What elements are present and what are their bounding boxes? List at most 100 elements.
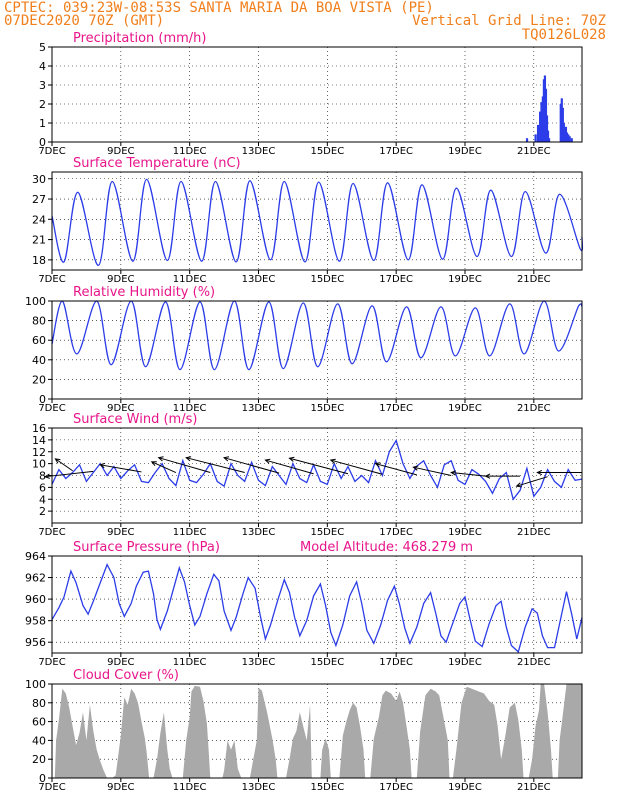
cloud-frame xyxy=(51,683,583,779)
wind-line xyxy=(51,438,583,501)
wind-vector xyxy=(413,466,452,476)
wind-vector-head xyxy=(484,473,491,479)
pressure-xtick-label: 19DEC xyxy=(448,657,482,668)
wind-title: Surface Wind (m/s) xyxy=(73,412,197,427)
wind-vector-head xyxy=(374,462,381,468)
precipitation-xtick-label: 15DEC xyxy=(310,146,344,157)
precipitation-bar xyxy=(565,132,569,142)
precipitation-bar xyxy=(568,136,571,142)
temperature-ytick-label: 24 xyxy=(32,213,46,226)
wind-vector-head xyxy=(515,482,522,488)
wind-vector xyxy=(45,470,94,478)
wind-ytick-label: 12 xyxy=(32,446,46,459)
wind-vector-head xyxy=(185,456,192,462)
temperature-ytick-label: 18 xyxy=(32,254,46,267)
wind-xtick-label: 11DEC xyxy=(173,527,207,538)
grid-line-note: Vertical Grid Line: 70Z xyxy=(412,13,606,29)
pressure-xtick-label: 15DEC xyxy=(310,657,344,668)
wind-xtick-label: 13DEC xyxy=(242,527,276,538)
precipitation-bar xyxy=(546,130,550,142)
humidity-title: Relative Humidity (%) xyxy=(73,285,215,300)
wind-vector-head xyxy=(536,469,543,476)
pressure-xtick-label: 13DEC xyxy=(242,657,276,668)
precipitation-bar xyxy=(545,115,549,142)
precipitation-bar xyxy=(534,134,537,142)
pressure-xtick-label: 7DEC xyxy=(38,657,65,668)
pressure-xtick-label: 21DEC xyxy=(517,657,551,668)
wind-vector xyxy=(451,472,486,477)
wind-vector xyxy=(223,457,280,474)
precipitation-bar xyxy=(525,138,529,142)
wind-vector-head xyxy=(150,461,157,467)
temperature-xtick-label: 7DEC xyxy=(38,274,65,285)
humidity-ytick-label: 60 xyxy=(32,334,46,347)
temperature-xtick-label: 19DEC xyxy=(448,274,482,285)
humidity-xtick-label: 9DEC xyxy=(107,403,134,414)
cloud-xtick-label: 13DEC xyxy=(242,782,276,793)
wind-xtick-label: 19DEC xyxy=(448,527,482,538)
temperature-title: Surface Temperature (nC) xyxy=(73,156,241,171)
pressure-line xyxy=(51,563,583,654)
humidity-ytick-label: 80 xyxy=(32,315,46,328)
pressure-title: Surface Pressure (hPa) xyxy=(73,540,220,555)
model-id: TQ0126L028 xyxy=(521,27,606,43)
precipitation-bar xyxy=(539,111,542,142)
precipitation-xtick-label: 7DEC xyxy=(38,146,65,157)
cloud-area xyxy=(52,684,582,778)
cloud-xtick-label: 17DEC xyxy=(379,782,413,793)
cloud-xtick-label: 21DEC xyxy=(517,782,551,793)
wind-vector xyxy=(265,459,314,475)
precipitation-xtick-label: 13DEC xyxy=(242,146,276,157)
temperature-line xyxy=(51,178,584,266)
wind-xtick-label: 21DEC xyxy=(517,527,551,538)
cloud-ytick-label: 80 xyxy=(32,697,46,710)
wind-vector-head xyxy=(264,458,271,464)
cloud-ytick-label: 60 xyxy=(32,716,46,729)
pressure-ytick-label: 964 xyxy=(25,550,46,563)
wind-vector-head xyxy=(412,465,419,471)
pressure-xtick-label: 17DEC xyxy=(379,657,413,668)
precipitation-xtick-label: 11DEC xyxy=(173,146,207,157)
humidity-xtick-label: 19DEC xyxy=(448,403,482,414)
wind-vector-head xyxy=(99,462,106,469)
humidity-line xyxy=(51,300,583,371)
precipitation-ytick-label: 1 xyxy=(39,117,46,130)
wind-vector-head xyxy=(54,458,61,464)
wind-vector xyxy=(158,457,211,474)
wind-ytick-label: 10 xyxy=(32,458,46,471)
cloud-xtick-label: 7DEC xyxy=(38,782,65,793)
pressure-ytick-label: 960 xyxy=(25,593,46,606)
cloud-xtick-label: 9DEC xyxy=(107,782,134,793)
temperature-ytick-label: 21 xyxy=(32,234,46,247)
wind-vector xyxy=(55,458,73,472)
precipitation-ytick-label: 0 xyxy=(39,136,46,149)
cloud-xtick-label: 11DEC xyxy=(173,782,207,793)
wind-ytick-label: 16 xyxy=(32,422,46,435)
cloud-ytick-label: 40 xyxy=(32,734,46,747)
precipitation-ytick-label: 3 xyxy=(39,79,46,92)
temperature-frame xyxy=(51,171,583,271)
temperature-xtick-label: 9DEC xyxy=(107,274,134,285)
humidity-xtick-label: 21DEC xyxy=(517,403,551,414)
pressure-xtick-label: 11DEC xyxy=(173,657,207,668)
wind-vector-head xyxy=(43,473,50,479)
humidity-xtick-label: 13DEC xyxy=(242,403,276,414)
humidity-ytick-label: 20 xyxy=(32,373,46,386)
cloud-ytick-label: 20 xyxy=(32,753,46,766)
wind-vector xyxy=(289,457,349,475)
temperature-xtick-label: 15DEC xyxy=(310,274,344,285)
precipitation-xtick-label: 17DEC xyxy=(379,146,413,157)
run-datetime: 07DEC2020 70Z (GMT) xyxy=(4,13,165,29)
temperature-ytick-label: 30 xyxy=(32,173,46,186)
temperature-xtick-label: 13DEC xyxy=(242,274,276,285)
humidity-xtick-label: 17DEC xyxy=(379,403,413,414)
wind-ytick-label: 4 xyxy=(39,493,46,506)
precipitation-ytick-label: 2 xyxy=(39,98,46,111)
precipitation-xtick-label: 9DEC xyxy=(107,146,134,157)
cloud-title: Cloud Cover (%) xyxy=(73,668,179,683)
pressure-frame xyxy=(51,555,583,654)
humidity-xtick-label: 7DEC xyxy=(38,403,65,414)
pressure-xtick-label: 9DEC xyxy=(107,657,134,668)
